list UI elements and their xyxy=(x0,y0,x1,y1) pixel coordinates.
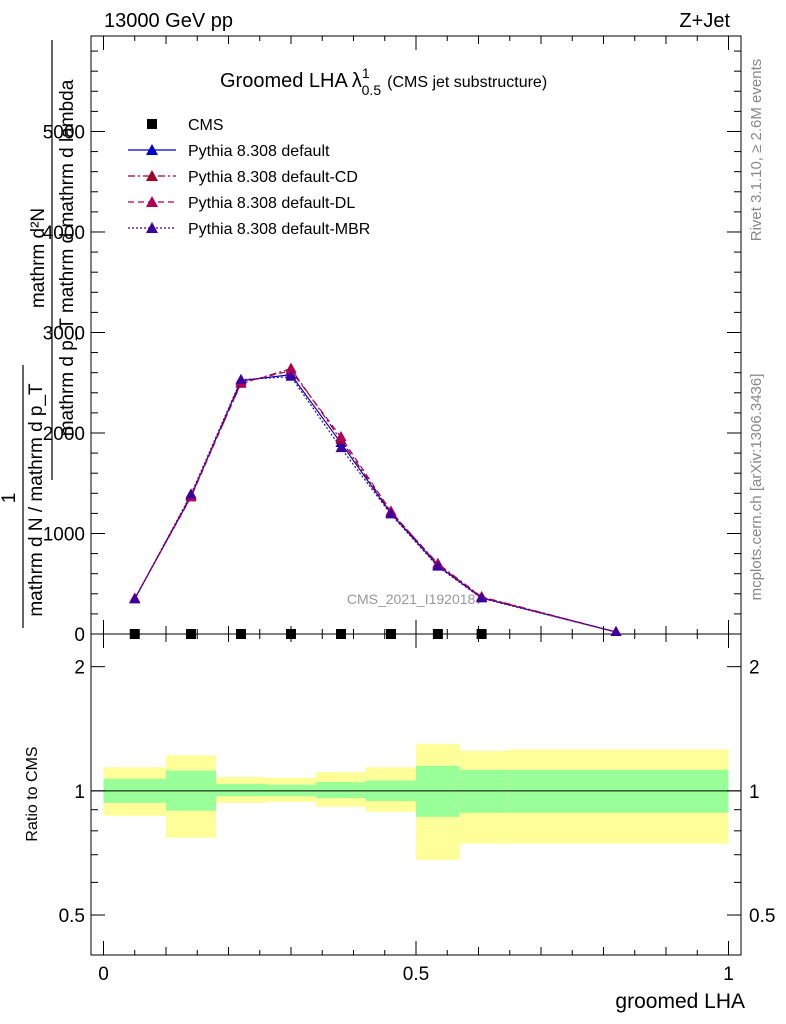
ratio-bands xyxy=(103,743,729,860)
legend-marker-mbr xyxy=(146,222,158,233)
series-point-mbr xyxy=(476,592,488,603)
cms-point xyxy=(186,629,196,639)
legend: CMS Pythia 8.308 default Pythia 8.308 defa… xyxy=(128,117,370,238)
series-point-mbr xyxy=(385,508,397,519)
series-point-mbr xyxy=(285,370,297,381)
x-tick-label: 0.5 xyxy=(403,964,429,985)
series-group xyxy=(129,362,622,636)
y-tick-label-ratio-right: 0.5 xyxy=(749,906,775,927)
header-right: Z+Jet xyxy=(679,10,730,32)
cms-point xyxy=(129,629,140,639)
mcplots-label: mcplots.cern.ch [arXiv:1306.3436] xyxy=(748,374,765,601)
cms-points xyxy=(129,629,487,639)
series-point-mbr xyxy=(235,373,247,384)
y-tick-label-main: 4000 xyxy=(43,223,85,244)
ylabel-prefix-num: 1 xyxy=(0,493,20,504)
ylabel-denominator: mathrm d p_T mathrm d mathrm d lambda xyxy=(57,79,78,436)
ratio-band-inner xyxy=(216,783,266,797)
y-tick-label-ratio: 0.5 xyxy=(59,906,85,927)
legend-marker-default xyxy=(146,144,158,155)
y-tick-label-main: 0 xyxy=(74,625,85,646)
watermark: CMS_2021_I1920187 xyxy=(347,591,483,607)
y-tick-label-ratio: 1 xyxy=(74,782,85,803)
series-point-dl xyxy=(285,364,297,375)
title-main: Groomed LHA xyxy=(220,70,348,92)
series-point-mbr xyxy=(610,625,622,636)
series-point-mbr xyxy=(129,593,141,604)
cms-point xyxy=(432,629,443,639)
ylabel-numerator: mathrm d²N xyxy=(28,208,49,308)
legend-label-default: Pythia 8.308 default xyxy=(188,143,330,160)
title-sup: 1 xyxy=(362,65,370,81)
legend-marker-cms xyxy=(147,119,157,129)
title-lambda: λ xyxy=(352,70,362,92)
y-tick-label-ratio-right: 1 xyxy=(749,782,760,803)
cms-point xyxy=(336,629,346,639)
legend-marker-dl xyxy=(146,196,158,207)
ylabel-ratio: Ratio to CMS xyxy=(24,746,41,841)
legend-label-cms: CMS xyxy=(188,117,224,134)
rivet-label: Rivet 3.1.10, ≥ 2.6M events xyxy=(748,59,765,242)
y-tick-label-ratio: 2 xyxy=(74,658,85,679)
chart-title: Groomed LHA λ1 0.5 (CMS jet substructure) xyxy=(220,65,547,98)
x-tick-label: 1 xyxy=(723,964,734,985)
ylabel-main: mathrm d²N mathrm d p_T mathrm d mathrm … xyxy=(0,40,78,628)
y-tick-label-main: 5000 xyxy=(43,122,85,143)
xlabel: groomed LHA xyxy=(615,990,745,1013)
legend-label-mbr: Pythia 8.308 default-MBR xyxy=(188,221,370,238)
series-point-mbr xyxy=(185,488,197,499)
title-suffix: (CMS jet substructure) xyxy=(387,74,547,91)
y-tick-label-main: 3000 xyxy=(43,323,85,344)
cms-point xyxy=(286,629,296,639)
legend-label-cd: Pythia 8.308 default-CD xyxy=(188,169,358,186)
x-tick-label: 0 xyxy=(98,964,109,985)
title-sub: 0.5 xyxy=(362,82,382,98)
legend-label-dl: Pythia 8.308 default-DL xyxy=(188,195,355,212)
series-point-mbr xyxy=(432,560,444,571)
header-left: 13000 GeV pp xyxy=(104,10,233,32)
ratio-band-inner xyxy=(316,782,366,799)
cms-point xyxy=(386,629,396,639)
series-point-mbr xyxy=(335,442,347,453)
legend-marker-cd xyxy=(146,170,158,181)
ylabel-prefix-den: mathrm d N / mathrm d p_T xyxy=(26,383,47,617)
cms-point xyxy=(236,629,246,639)
y-tick-label-main: 2000 xyxy=(43,424,85,445)
cms-point xyxy=(476,629,487,639)
y-tick-label-main: 1000 xyxy=(43,524,85,545)
y-tick-label-ratio-right: 2 xyxy=(749,658,760,679)
series-point-dl xyxy=(335,431,347,442)
